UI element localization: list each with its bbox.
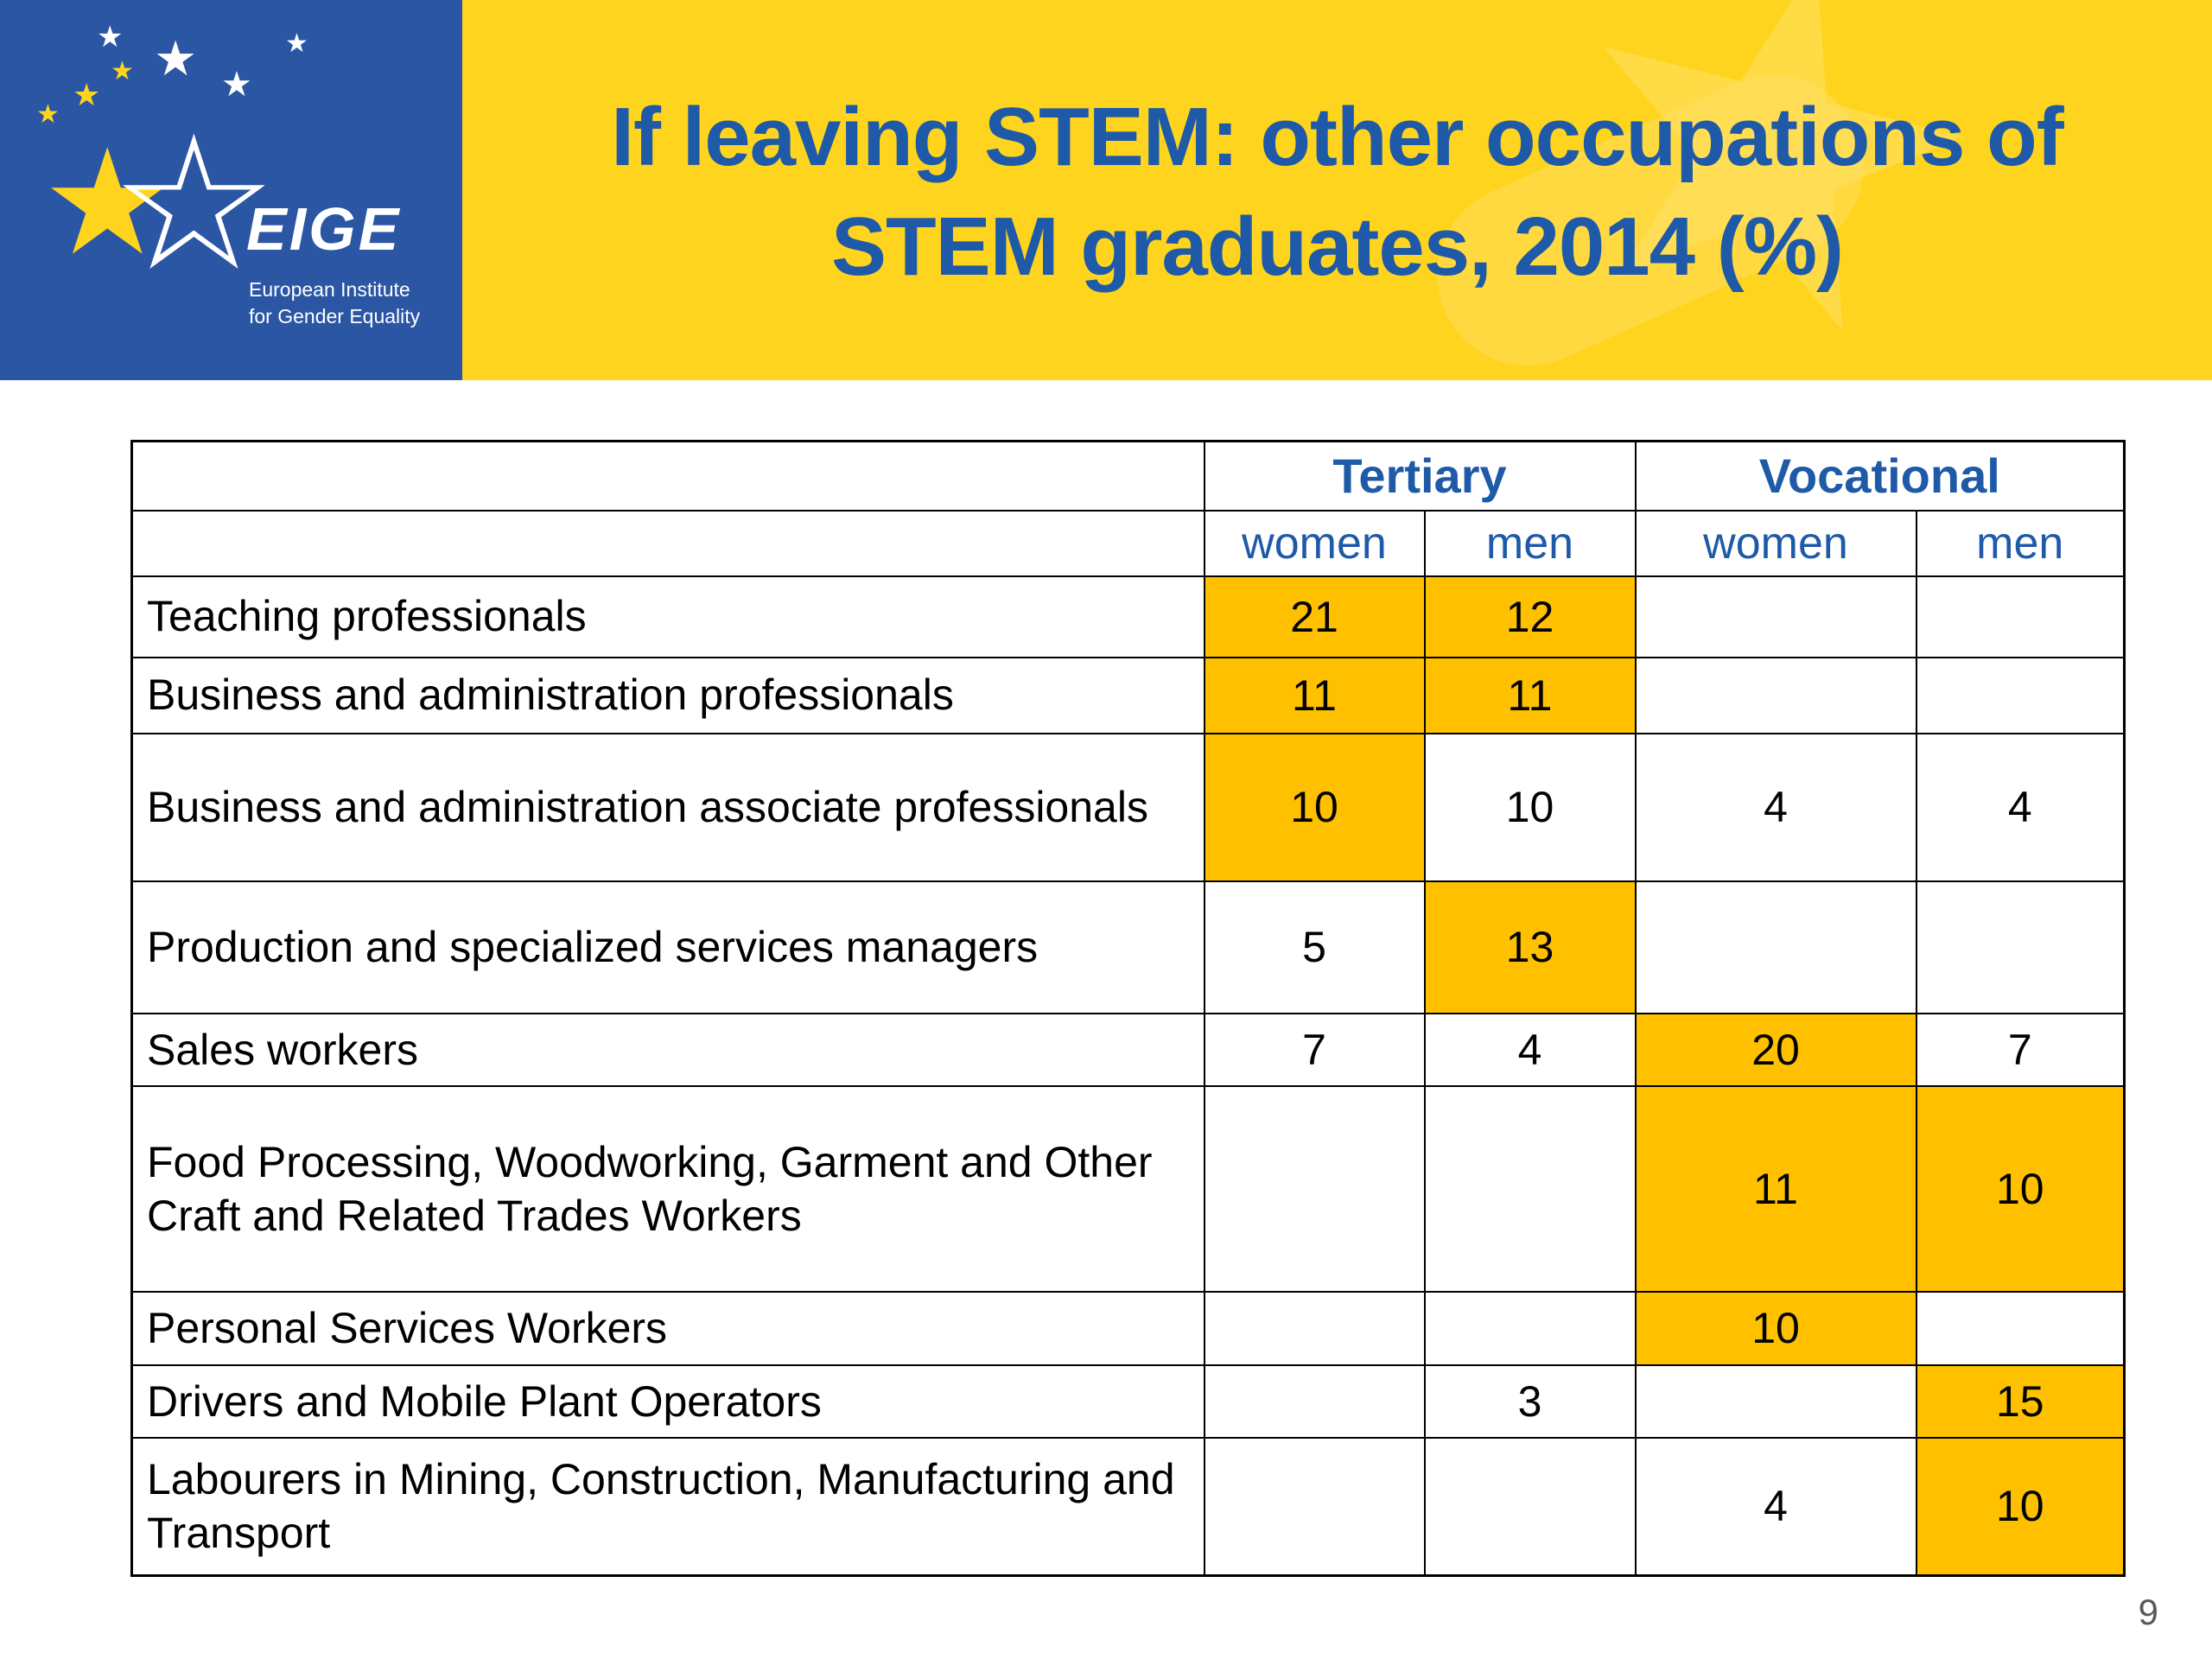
occupation-label: Personal Services Workers	[130, 1291, 1205, 1366]
star-icon: ★	[73, 77, 101, 112]
table-row: Business and administration professional…	[130, 656, 2126, 734]
logo-org-name: European Institute for Gender Equality	[249, 276, 420, 330]
value-cell: 12	[1423, 575, 1637, 658]
value-cell: 20	[1634, 1012, 1917, 1087]
value-cell: 7	[1203, 1012, 1426, 1087]
occupations-table: Tertiary Vocational women men women men …	[130, 440, 2126, 1577]
slide-title: If leaving STEM: other occupations of ST…	[462, 0, 2212, 380]
column-header-tertiary-women: women	[1203, 509, 1426, 577]
table-row: Sales workers 7 4 20 7	[130, 1012, 2126, 1087]
value-cell	[1634, 575, 1917, 658]
column-header-vocational-men: men	[1915, 509, 2126, 577]
page-number: 9	[2138, 1592, 2158, 1632]
value-cell	[1634, 1363, 1917, 1439]
value-cell	[1634, 656, 1917, 734]
column-group-tertiary: Tertiary	[1203, 440, 1637, 512]
value-cell: 10	[1915, 1085, 2126, 1293]
value-cell: 3	[1423, 1363, 1637, 1439]
table-row: Drivers and Mobile Plant Operators 3 15	[130, 1363, 2126, 1439]
slide-title-line2: STEM graduates, 2014 (%)	[830, 200, 1844, 293]
table-area: Tertiary Vocational women men women men …	[130, 440, 2126, 1577]
corner-cell	[130, 440, 1205, 512]
value-cell	[1203, 1363, 1426, 1439]
header-sub-row: women men women men	[130, 509, 2126, 577]
star-icon: ★	[36, 100, 60, 129]
value-cell: 4	[1915, 732, 2126, 882]
banner: ★ ★ ★ ★ ★ ★ ★ ★ ★ ☆ EIGE European Instit…	[0, 0, 2212, 453]
value-cell: 10	[1915, 1437, 2126, 1576]
value-cell: 4	[1423, 1012, 1637, 1087]
value-cell: 7	[1915, 1012, 2126, 1087]
star-icon: ★	[221, 66, 252, 104]
value-cell	[1915, 1291, 2126, 1366]
star-icon: ★	[285, 29, 308, 58]
value-cell: 4	[1634, 732, 1917, 882]
occupation-label: Drivers and Mobile Plant Operators	[130, 1363, 1205, 1439]
column-header-tertiary-men: men	[1423, 509, 1637, 577]
value-cell	[1915, 656, 2126, 734]
value-cell: 5	[1203, 880, 1426, 1014]
star-icon: ★	[111, 57, 134, 86]
occupation-label: Food Processing, Woodworking, Garment an…	[130, 1085, 1205, 1293]
value-cell: 11	[1634, 1085, 1917, 1293]
value-cell	[1423, 1291, 1637, 1366]
value-cell: 4	[1634, 1437, 1917, 1576]
table-row: Labourers in Mining, Construction, Manuf…	[130, 1437, 2126, 1576]
header-group-row: Tertiary Vocational	[130, 440, 2126, 512]
value-cell: 10	[1423, 732, 1637, 882]
value-cell	[1423, 1437, 1637, 1576]
value-cell	[1203, 1291, 1426, 1366]
occupation-label: Teaching professionals	[130, 575, 1205, 658]
occupation-label: Production and specialized services mana…	[130, 880, 1205, 1014]
value-cell: 11	[1423, 656, 1637, 734]
occupation-label: Business and administration associate pr…	[130, 732, 1205, 882]
table-row: Personal Services Workers 10	[130, 1291, 2126, 1366]
value-cell: 21	[1203, 575, 1426, 658]
value-cell: 10	[1634, 1291, 1917, 1366]
value-cell	[1915, 880, 2126, 1014]
table-row: Food Processing, Woodworking, Garment an…	[130, 1085, 2126, 1293]
table-row: Business and administration associate pr…	[130, 732, 2126, 882]
logo-wordmark: EIGE	[246, 195, 402, 263]
logo-org-line1: European Institute	[249, 278, 410, 301]
corner-cell	[130, 509, 1205, 577]
eige-logo: ★ ★ ★ ★ ★ ★ ★ ★ ☆ EIGE European Institut…	[0, 0, 462, 380]
value-cell: 10	[1203, 732, 1426, 882]
slide-title-line1: If leaving STEM: other occupations of	[611, 91, 2063, 184]
table-row: Teaching professionals 21 12	[130, 575, 2126, 658]
value-cell	[1915, 575, 2126, 658]
occupation-label: Labourers in Mining, Construction, Manuf…	[130, 1437, 1205, 1576]
star-icon: ★	[97, 21, 124, 54]
big-star-icon: ☆	[111, 99, 277, 308]
big-star-icon: ★	[41, 121, 174, 285]
occupation-label: Sales workers	[130, 1012, 1205, 1087]
column-group-vocational: Vocational	[1634, 440, 2126, 512]
value-cell	[1634, 880, 1917, 1014]
star-icon: ★	[154, 31, 198, 86]
value-cell: 11	[1203, 656, 1426, 734]
column-header-vocational-women: women	[1634, 509, 1917, 577]
table-row: Production and specialized services mana…	[130, 880, 2126, 1014]
value-cell: 13	[1423, 880, 1637, 1014]
occupation-label: Business and administration professional…	[130, 656, 1205, 734]
logo-org-line2: for Gender Equality	[249, 305, 421, 328]
value-cell: 15	[1915, 1363, 2126, 1439]
value-cell	[1203, 1085, 1426, 1293]
value-cell	[1203, 1437, 1426, 1576]
value-cell	[1423, 1085, 1637, 1293]
